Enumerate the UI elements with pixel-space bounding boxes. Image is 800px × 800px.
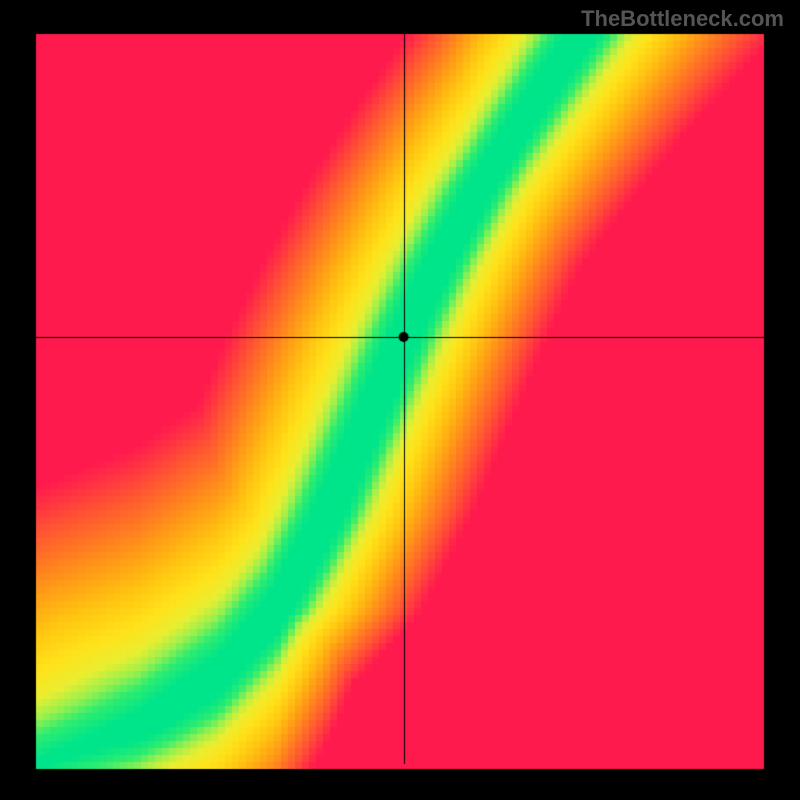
bottleneck-heatmap	[0, 0, 800, 800]
chart-container: TheBottleneck.com	[0, 0, 800, 800]
watermark-text: TheBottleneck.com	[581, 6, 784, 32]
